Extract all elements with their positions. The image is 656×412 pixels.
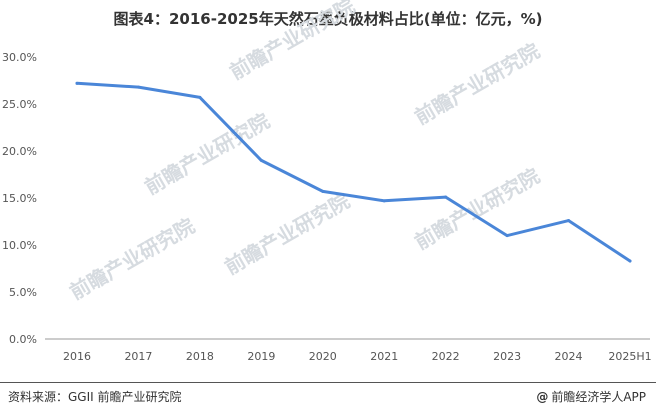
- y-tick-label: 5.0%: [9, 286, 37, 299]
- y-tick-label: 0.0%: [9, 333, 37, 346]
- data-point: [259, 158, 263, 162]
- x-tick-label: 2023: [493, 350, 521, 363]
- chart-title: 图表4：2016-2025年天然石墨负极材料占比(单位：亿元，%): [113, 10, 543, 28]
- data-point: [321, 189, 325, 193]
- data-point: [382, 199, 386, 203]
- data-point: [136, 85, 140, 89]
- y-tick-label: 20.0%: [2, 145, 37, 158]
- x-tick-label: 2022: [432, 350, 460, 363]
- watermark-text: 前瞻产业研究院: [411, 164, 544, 255]
- line-chart: 前瞻产业研究院 前瞻产业研究院 前瞻产业研究院前瞻产业研究院前瞻产业研究院前瞻产业研…: [2, 0, 652, 363]
- credit: @ 前瞻经济学人APP: [536, 388, 646, 405]
- y-tick-label: 30.0%: [2, 51, 37, 64]
- x-tick-label: 2021: [370, 350, 398, 363]
- data-point: [75, 81, 79, 85]
- series-line: [75, 81, 632, 263]
- watermark-layer: 前瞻产业研究院 前瞻产业研究院 前瞻产业研究院前瞻产业研究院前瞻产业研究院前瞻产业研…: [66, 0, 544, 304]
- y-tick-label: 10.0%: [2, 239, 37, 252]
- x-tick-label: 2017: [124, 350, 152, 363]
- footer-divider: [0, 382, 656, 383]
- watermark-text: 前瞻产业研究院: [66, 214, 199, 305]
- credit-label: 前瞻经济学人APP: [551, 390, 646, 404]
- x-tick-label: 2018: [186, 350, 214, 363]
- y-axis-ticks: 0.0% 5.0% 10.0% 15.0% 20.0% 25.0% 30.0%: [2, 51, 37, 346]
- data-point: [198, 95, 202, 99]
- data-point: [567, 219, 571, 223]
- series-layer: [75, 81, 632, 263]
- data-point: [628, 259, 632, 263]
- x-tick-label: 2019: [247, 350, 275, 363]
- x-tick-label: 2016: [63, 350, 91, 363]
- data-point: [505, 234, 509, 238]
- x-tick-label: 2024: [555, 350, 583, 363]
- x-tick-label: 2025H1: [608, 350, 651, 363]
- at-icon: @: [536, 389, 549, 404]
- watermark-text: 前瞻产业研究院: [221, 189, 354, 280]
- data-point: [444, 195, 448, 199]
- x-tick-label: 2020: [309, 350, 337, 363]
- watermark-text: 前瞻产业研究院: [226, 0, 359, 84]
- source-note: 资料来源：GGII 前瞻产业研究院: [8, 390, 182, 404]
- y-tick-label: 25.0%: [2, 98, 37, 111]
- watermark-text: 前瞻产业研究院: [411, 39, 544, 130]
- x-axis-ticks: 2016 2017 2018 2019 2020 2021 2022 2023 2024 2025…: [63, 350, 652, 363]
- y-tick-label: 15.0%: [2, 192, 37, 205]
